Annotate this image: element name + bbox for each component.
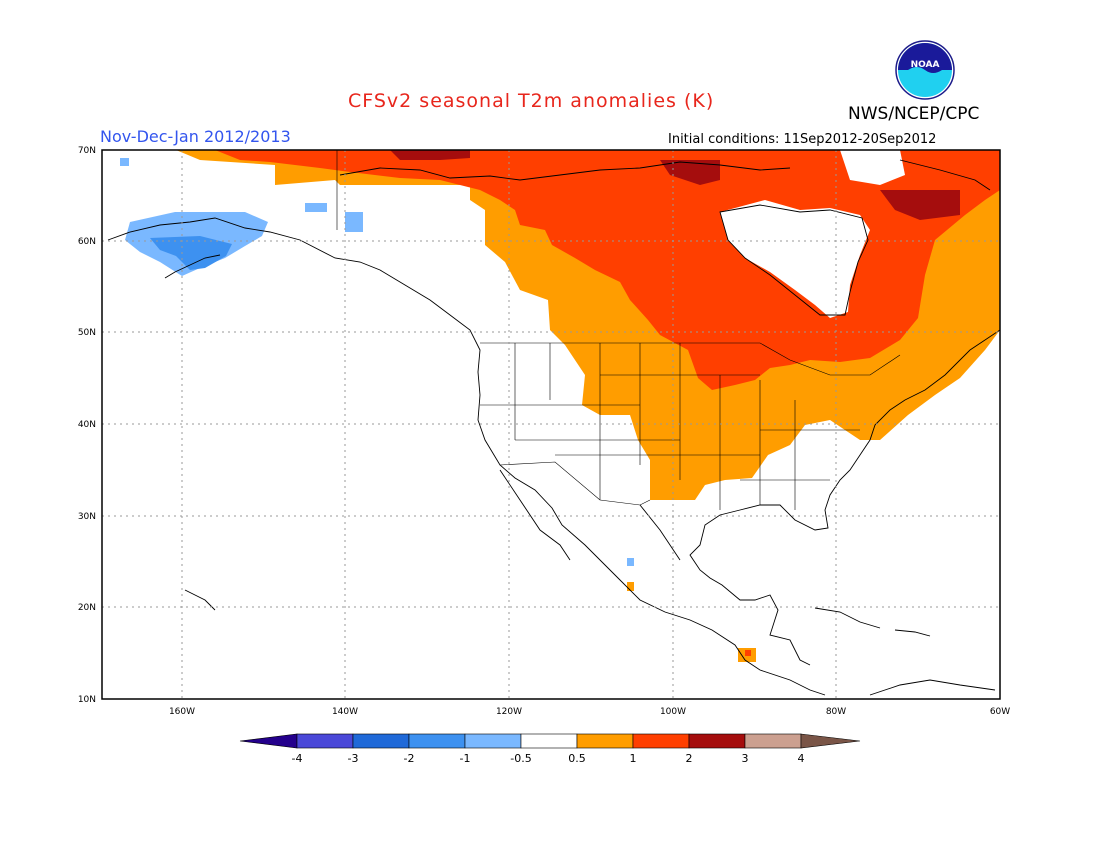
agency-label: NWS/NCEP/CPC: [848, 104, 980, 124]
colorbar-label: 4: [798, 752, 805, 765]
colorbar-label: -4: [292, 752, 303, 765]
coast-sa: [869, 679, 996, 696]
warm-anomaly-darkred-3: [880, 190, 960, 220]
colorbar-swatch: [688, 733, 746, 749]
coast-east: [689, 329, 1000, 666]
lat-label: 30N: [78, 512, 96, 522]
lat-label: 70N: [78, 146, 96, 156]
warm-anomaly-centralam-red: [745, 650, 751, 656]
lon-label: 160W: [169, 707, 195, 717]
coast-aleutians: [164, 254, 221, 279]
warm-anomaly-darkred-2: [660, 160, 720, 185]
neutral-baffin: [840, 150, 905, 185]
noaa-logo-text: NOAA: [911, 60, 940, 70]
political-borders: [336, 150, 901, 510]
lon-label: 140W: [332, 707, 358, 717]
coast-hudson: [719, 204, 869, 316]
coast-gulf: [639, 504, 681, 561]
lat-label: 40N: [78, 420, 96, 430]
border-us-mexico: [499, 461, 651, 506]
colorbar-swatch: [352, 733, 410, 749]
colorbar-label: -0.5: [510, 752, 531, 765]
lon-label: 80W: [826, 707, 846, 717]
noaa-logo: NOAA: [895, 40, 955, 100]
gridlines: [102, 150, 1000, 699]
initial-conditions: Initial conditions: 11Sep2012-20Sep2012: [668, 132, 937, 147]
colorbar-label: -2: [404, 752, 415, 765]
coast-cuba: [814, 607, 881, 629]
colorbar-label: 3: [742, 752, 749, 765]
colorbar-swatch: [464, 733, 522, 749]
map-frame: [101, 149, 1001, 700]
lat-label: 20N: [78, 603, 96, 613]
colorbar-swatch: [744, 733, 802, 749]
anomaly-field: [120, 150, 1000, 662]
coastlines: [107, 159, 1000, 696]
coast-baja: [499, 469, 571, 561]
warm-anomaly-darkred: [390, 150, 470, 160]
coast-greenland: [899, 159, 991, 191]
warm-anomaly-mexico: [627, 582, 634, 591]
lon-label: 100W: [660, 707, 686, 717]
colorbar-labels: -4 -3 -2 -1 -0.5 0.5 1 2 3 4: [292, 752, 805, 765]
chart-title: CFSv2 seasonal T2m anomalies (K): [348, 90, 715, 112]
lat-label: 10N: [78, 695, 96, 705]
lat-label: 60N: [78, 237, 96, 247]
colorbar-swatch-above: [800, 733, 861, 749]
colorbar-swatch: [408, 733, 466, 749]
coast-alaska: [107, 217, 826, 696]
cold-anomaly-yukon-1: [305, 203, 327, 212]
cold-anomaly-alaska-inner: [150, 236, 232, 270]
colorbar-label: 1: [630, 752, 637, 765]
colorbar-label: -1: [460, 752, 471, 765]
lon-label: 60W: [990, 707, 1010, 717]
coast-hawaii: [184, 589, 216, 611]
neutral-hudson-bay: [720, 200, 870, 318]
colorbar-swatch: [576, 733, 634, 749]
colorbar-swatch: [296, 733, 354, 749]
border-us-canada: [480, 342, 901, 376]
colorbar-label: -3: [348, 752, 359, 765]
colorbar-swatch: [520, 733, 578, 749]
lat-label: 50N: [78, 328, 96, 338]
coast-hispaniola: [894, 629, 931, 637]
cold-anomaly-yukon-2: [345, 212, 363, 232]
colorbar: [239, 733, 861, 749]
lon-axis: 160W 140W 120W 100W 80W 60W: [169, 707, 1010, 717]
cold-anomaly-bering: [120, 158, 129, 166]
lat-axis: 70N 60N 50N 40N 30N 20N 10N: [78, 146, 96, 705]
colorbar-swatch-below: [239, 733, 298, 749]
colorbar-label: 0.5: [568, 752, 586, 765]
lon-label: 120W: [496, 707, 522, 717]
cold-anomaly-mexico: [627, 558, 634, 566]
colorbar-label: 2: [686, 752, 693, 765]
colorbar-swatch: [632, 733, 690, 749]
coast-arctic: [339, 161, 791, 181]
forecast-period: Nov-Dec-Jan 2012/2013: [100, 127, 291, 146]
